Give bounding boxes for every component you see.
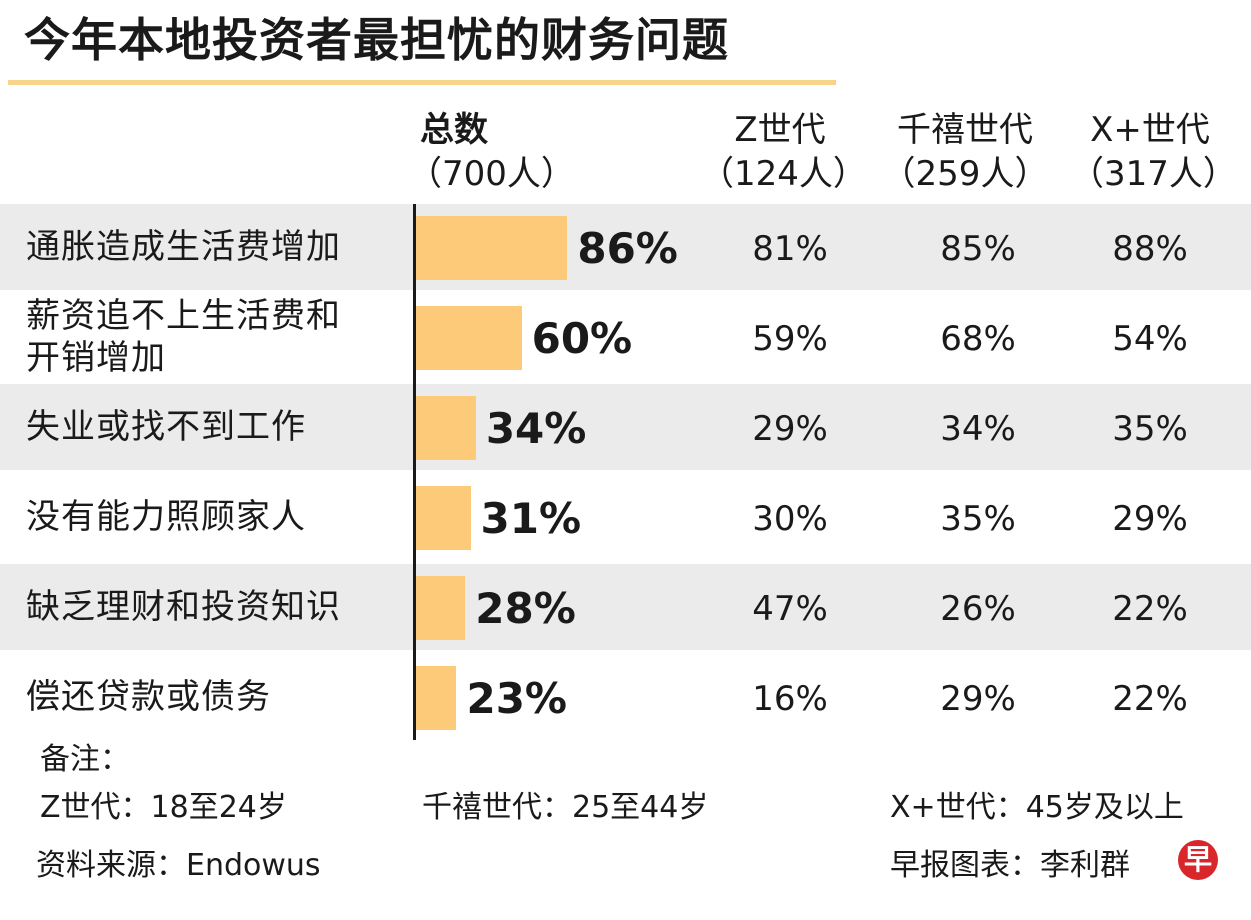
total-value-label: 60%: [531, 314, 633, 363]
category-label: 通胀造成生活费增加: [26, 204, 396, 290]
chart-title: 今年本地投资者最担忧的财务问题: [24, 13, 729, 67]
credit-text: 早报图表：李利群: [890, 848, 1130, 883]
bar-axis-line: [413, 204, 416, 740]
category-label-line: 失业或找不到工作: [26, 407, 306, 447]
total-bar: [416, 306, 522, 370]
header-gen-z-name: Z世代: [734, 110, 826, 150]
category-label-line: 薪资追不上生活费和: [26, 296, 341, 336]
note-gen-x: X+世代：45岁及以上: [890, 790, 1184, 825]
value-gen-x: 29%: [1112, 499, 1188, 539]
category-label-line: 缺乏理财和投资知识: [26, 587, 341, 627]
value-gen-z: 29%: [752, 409, 828, 449]
header-total-count: （700人）: [408, 154, 575, 194]
category-label: 失业或找不到工作: [26, 384, 396, 470]
category-label: 薪资追不上生活费和 开销增加: [26, 294, 396, 380]
zaobao-logo: 早: [1178, 840, 1218, 880]
value-millennial: 29%: [940, 679, 1016, 719]
header-millennial: 千禧世代 （259人）: [880, 108, 1050, 196]
note-millennial: 千禧世代：25至44岁: [422, 790, 709, 825]
value-millennial: 68%: [940, 319, 1016, 359]
value-gen-z: 16%: [752, 679, 828, 719]
value-millennial: 34%: [940, 409, 1016, 449]
total-value-label: 28%: [475, 584, 576, 633]
value-gen-x: 22%: [1112, 589, 1188, 629]
value-millennial: 35%: [940, 499, 1016, 539]
category-label-line: 通胀造成生活费增加: [26, 227, 341, 267]
category-label-line: 偿还贷款或债务: [26, 677, 271, 717]
total-value-label: 23%: [466, 674, 567, 723]
value-gen-z: 81%: [752, 229, 828, 269]
table-row: 薪资追不上生活费和 开销增加 60% 59% 68% 54%: [0, 294, 1251, 380]
header-gen-z-count: （124人）: [700, 154, 867, 194]
table-row: 失业或找不到工作 34% 29% 34% 35%: [0, 384, 1251, 470]
total-bar: [416, 486, 471, 550]
header-total: 总数 （700人）: [408, 108, 575, 196]
category-label: 缺乏理财和投资知识: [26, 564, 396, 650]
note-gen-z: Z世代：18至24岁: [40, 790, 287, 825]
table-row: 没有能力照顾家人 31% 30% 35% 29%: [0, 474, 1251, 560]
title-underline: [8, 80, 836, 85]
header-gen-x: X+世代 （317人）: [1070, 108, 1237, 196]
value-millennial: 85%: [940, 229, 1016, 269]
total-bar: [416, 216, 568, 280]
header-total-name: 总数: [420, 110, 488, 150]
value-gen-x: 88%: [1112, 229, 1188, 269]
notes-heading: 备注：: [40, 742, 130, 777]
total-bar: [416, 576, 466, 640]
value-gen-z: 47%: [752, 589, 828, 629]
category-label: 没有能力照顾家人: [26, 474, 396, 560]
value-millennial: 26%: [940, 589, 1016, 629]
table-row: 通胀造成生活费增加 86% 81% 85% 88%: [0, 204, 1251, 290]
category-label-line: 没有能力照顾家人: [26, 497, 306, 537]
category-label: 偿还贷款或债务: [26, 654, 396, 740]
total-bar: [416, 396, 476, 460]
value-gen-x: 22%: [1112, 679, 1188, 719]
header-millennial-name: 千禧世代: [897, 110, 1033, 150]
value-gen-x: 35%: [1112, 409, 1188, 449]
header-millennial-count: （259人）: [881, 154, 1049, 194]
header-gen-x-name: X+世代: [1090, 110, 1210, 150]
header-gen-z: Z世代 （124人）: [700, 108, 867, 196]
total-value-label: 34%: [485, 404, 587, 453]
header-gen-x-count: （317人）: [1070, 154, 1237, 194]
total-bar: [416, 666, 457, 730]
category-label-line: 开销增加: [26, 338, 166, 378]
table-row: 缺乏理财和投资知识 28% 47% 26% 22%: [0, 564, 1251, 650]
value-gen-z: 59%: [752, 319, 828, 359]
total-value-label: 86%: [577, 224, 678, 273]
source-text: 资料来源：Endowus: [36, 848, 321, 883]
value-gen-x: 54%: [1112, 319, 1188, 359]
total-value-label: 31%: [480, 494, 582, 543]
table-row: 偿还贷款或债务 23% 16% 29% 22%: [0, 654, 1251, 740]
value-gen-z: 30%: [752, 499, 828, 539]
